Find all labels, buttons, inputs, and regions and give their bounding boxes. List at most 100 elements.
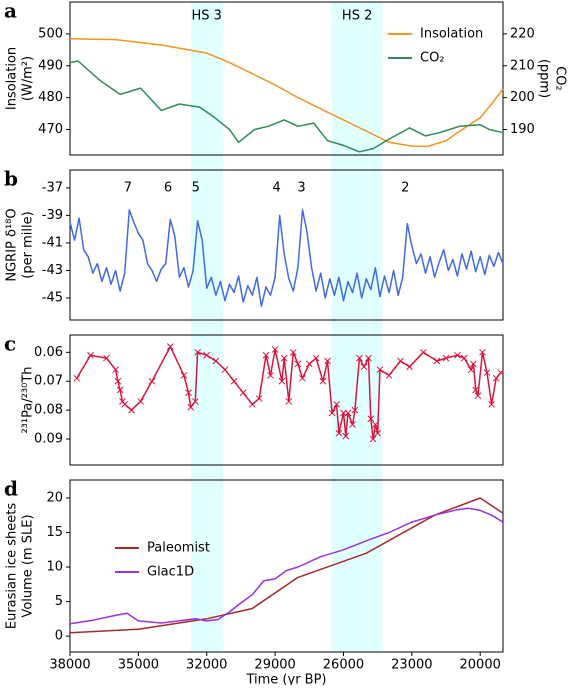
- y-axis-label: Eurasian ice sheets: [5, 503, 20, 629]
- y-axis-label: ²³¹Pa/²³⁰Th: [21, 366, 36, 433]
- series-line: [76, 345, 502, 440]
- y-tick-label: 0.09: [34, 432, 63, 447]
- marker: [483, 369, 491, 376]
- marker: [271, 346, 279, 353]
- legend-label: Insolation: [420, 27, 483, 42]
- y2-axis-label: CO₂: [553, 66, 568, 91]
- panel-label: b: [4, 167, 18, 191]
- marker: [472, 386, 480, 394]
- event-label: 5: [192, 181, 200, 196]
- y-tick-label: 5: [55, 594, 63, 609]
- marker: [470, 360, 477, 368]
- highlight-label: HS 3: [192, 9, 222, 24]
- marker: [187, 403, 195, 411]
- y-tick-label: 0.06: [34, 345, 63, 360]
- marker: [194, 348, 201, 356]
- event-label: 6: [164, 181, 172, 196]
- event-label: 7: [124, 181, 132, 196]
- y2-tick-label: 210: [510, 58, 535, 73]
- marker: [285, 398, 293, 405]
- marker: [87, 351, 94, 359]
- x-tick-label: 29000: [254, 658, 295, 673]
- marker: [180, 372, 188, 379]
- marker: [467, 366, 475, 374]
- marker: [230, 377, 238, 385]
- y-tick-label: 490: [38, 58, 63, 73]
- y-tick-label: 480: [38, 90, 63, 105]
- series-line: [69, 497, 504, 634]
- panel-label: d: [4, 477, 18, 501]
- marker: [166, 343, 174, 350]
- marker: [335, 429, 343, 437]
- legend-label: Glac1D: [147, 565, 194, 580]
- x-tick-label: 35000: [118, 658, 159, 673]
- y-tick-label: -39: [42, 208, 63, 223]
- plot-frame: [69, 334, 504, 466]
- marker: [319, 377, 327, 385]
- y2-tick-label: 220: [510, 26, 535, 41]
- y-tick-label: -41: [42, 235, 63, 250]
- marker: [255, 395, 263, 402]
- marker: [112, 366, 119, 374]
- series-line: [69, 60, 504, 153]
- y-tick-label: -45: [42, 290, 63, 305]
- x-tick-label: 23000: [391, 658, 432, 673]
- marker: [262, 351, 270, 359]
- event-label: 4: [273, 181, 281, 196]
- series-line: [69, 209, 504, 307]
- y-axis-label: Volume (m SLE): [21, 514, 36, 617]
- y-tick-label: 20: [46, 490, 63, 505]
- marker: [433, 357, 441, 365]
- marker: [114, 377, 122, 385]
- y-tick-label: 0.07: [34, 374, 63, 389]
- marker: [212, 357, 220, 365]
- y-axis-label: (per mille): [21, 211, 36, 278]
- event-label: 2: [401, 181, 409, 196]
- x-tick-label: 38000: [49, 658, 90, 673]
- marker: [121, 400, 129, 408]
- marker: [305, 360, 313, 368]
- series-line: [69, 507, 504, 625]
- plot-frame: [69, 169, 504, 321]
- marker: [294, 360, 302, 368]
- y2-tick-label: 200: [510, 90, 535, 105]
- legend-label: Paleomist: [147, 541, 210, 556]
- marker: [351, 406, 359, 414]
- marker: [454, 351, 461, 359]
- marker: [128, 406, 135, 414]
- marker: [333, 400, 340, 408]
- marker: [367, 415, 375, 423]
- marker: [385, 372, 393, 379]
- marker: [442, 354, 450, 362]
- y-tick-label: 15: [46, 525, 63, 540]
- highlight-band: [190, 2, 223, 652]
- marker: [221, 366, 229, 374]
- marker: [328, 409, 336, 417]
- y-tick-label: 0: [55, 629, 63, 644]
- marker: [239, 389, 247, 397]
- marker: [497, 369, 505, 376]
- x-axis-label: Time (yr BP): [245, 673, 326, 686]
- marker: [137, 398, 145, 405]
- y2-axis-label: (ppm): [537, 59, 552, 98]
- marker: [267, 372, 274, 379]
- y-tick-label: -43: [42, 263, 63, 278]
- marker: [103, 354, 110, 362]
- highlight-band: [332, 2, 383, 652]
- marker: [299, 374, 306, 382]
- marker: [474, 392, 482, 400]
- y2-tick-label: 190: [510, 122, 535, 137]
- y-axis-label: (W/m²): [21, 56, 36, 101]
- marker: [344, 409, 352, 417]
- marker: [374, 429, 382, 437]
- x-tick-label: 26000: [323, 658, 364, 673]
- marker: [419, 348, 427, 356]
- legend-label: CO₂: [420, 51, 445, 66]
- marker: [356, 354, 363, 362]
- marker: [369, 435, 377, 443]
- marker: [278, 377, 286, 385]
- marker: [73, 374, 81, 382]
- marker: [360, 363, 368, 371]
